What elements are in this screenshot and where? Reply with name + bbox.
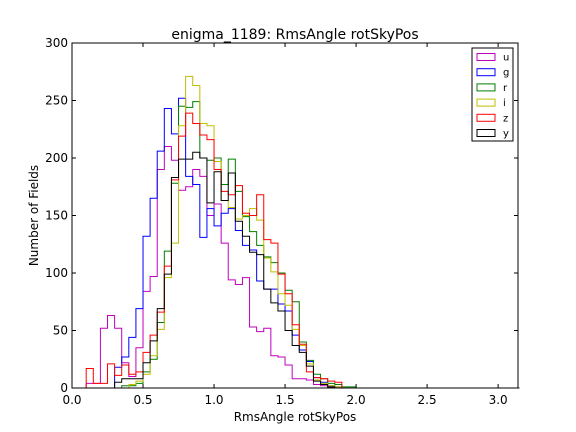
y-tick-label: 50 [53, 324, 68, 338]
plot-background [72, 43, 518, 388]
x-tick-label: 1.0 [204, 393, 223, 407]
x-tick-label: 3.0 [489, 393, 508, 407]
legend-box [471, 47, 514, 142]
x-tick-label: 1.5 [276, 393, 295, 407]
y-axis-ticks: 0 50 100 150 200 250 300 [45, 36, 518, 395]
legend-label-g: g [503, 68, 509, 79]
y-tick-label: 150 [45, 209, 68, 223]
legend-swatch-u [476, 53, 496, 61]
legend-swatch-i [476, 98, 496, 107]
y-tick-label: 0 [60, 381, 68, 395]
y-tick-label: 100 [45, 266, 68, 280]
y-axis-label: Number of Fields [27, 165, 41, 266]
legend-swatch-z [476, 113, 496, 122]
x-axis-label: RmsAngle rotSkyPos [234, 410, 357, 424]
legend-label-z: z [503, 113, 508, 124]
y-tick-label: 200 [45, 151, 68, 165]
legend-label-u: u [503, 53, 509, 64]
legend-swatch-r [476, 83, 496, 92]
legend-label-y: y [503, 129, 509, 140]
legend-label-i: i [503, 98, 506, 109]
y-tick-label: 300 [45, 36, 68, 50]
x-tick-label: 0.0 [62, 393, 81, 407]
x-tick-label: 2.5 [418, 393, 437, 407]
x-tick-label: 2.0 [347, 393, 366, 407]
x-axis-ticks: 0.0 0.5 1.0 1.5 2.0 2.5 3.0 [62, 43, 508, 407]
y-tick-label: 250 [45, 94, 68, 108]
chart-title: enigma_1189: RmsAngle rotSkyPos [171, 27, 418, 43]
x-tick-label: 0.5 [133, 393, 152, 407]
legend-swatch-y [476, 129, 496, 137]
legend-label-r: r [503, 83, 508, 94]
legend-swatch-g [476, 68, 496, 77]
